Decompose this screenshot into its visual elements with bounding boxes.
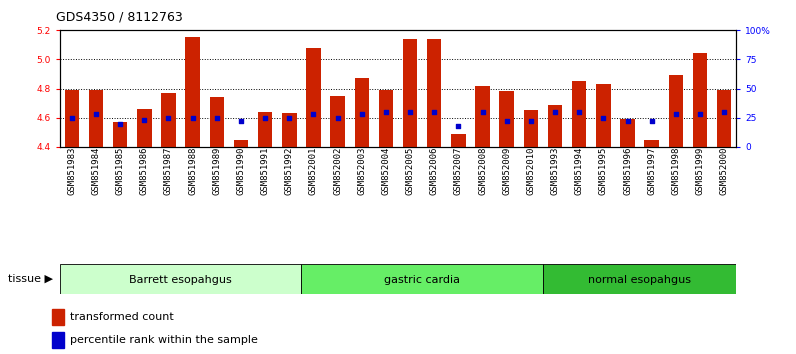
Point [138, 117, 150, 123]
Bar [379, 90, 393, 147]
Text: GSM851996: GSM851996 [623, 147, 632, 195]
Text: GSM852000: GSM852000 [720, 147, 728, 195]
Point [621, 118, 634, 124]
Text: GSM851984: GSM851984 [92, 147, 100, 195]
Bar [475, 86, 490, 147]
Point [452, 123, 465, 129]
Point [114, 121, 127, 126]
Point [307, 112, 320, 117]
Text: GSM851995: GSM851995 [599, 147, 608, 195]
Point [331, 115, 344, 120]
Bar [113, 122, 127, 147]
Bar [330, 96, 345, 147]
Bar [137, 109, 151, 147]
Point [428, 109, 441, 115]
Bar [403, 39, 417, 147]
Text: GSM852009: GSM852009 [502, 147, 511, 195]
Point [597, 115, 610, 120]
Text: GSM851993: GSM851993 [551, 147, 560, 195]
Bar [524, 110, 538, 147]
Point [259, 115, 271, 120]
Bar [645, 139, 659, 147]
Point [525, 118, 537, 124]
Bar [620, 119, 635, 147]
Bar [596, 84, 611, 147]
Text: transformed count: transformed count [69, 312, 174, 322]
Text: gastric cardia: gastric cardia [384, 275, 460, 285]
Text: GSM852007: GSM852007 [454, 147, 463, 195]
Bar [306, 47, 321, 147]
Text: GSM851991: GSM851991 [260, 147, 270, 195]
Bar [282, 113, 296, 147]
Bar [258, 112, 272, 147]
Point [476, 109, 489, 115]
Point [235, 118, 248, 124]
Text: GSM852004: GSM852004 [381, 147, 390, 195]
Bar [161, 93, 176, 147]
Bar [572, 81, 587, 147]
Point [718, 109, 731, 115]
Text: GSM851983: GSM851983 [68, 147, 76, 195]
Bar [52, 309, 64, 325]
Text: GSM852010: GSM852010 [526, 147, 536, 195]
Bar [548, 104, 562, 147]
Point [186, 115, 199, 120]
Point [162, 115, 175, 120]
Point [573, 109, 586, 115]
Text: GSM851999: GSM851999 [696, 147, 704, 195]
Point [548, 109, 561, 115]
Text: Barrett esopahgus: Barrett esopahgus [129, 275, 232, 285]
Text: GSM852001: GSM852001 [309, 147, 318, 195]
Bar [64, 90, 79, 147]
Bar [60, 264, 302, 294]
Text: GSM851998: GSM851998 [671, 147, 681, 195]
Bar [693, 53, 708, 147]
Point [380, 109, 392, 115]
Bar [209, 97, 224, 147]
Text: GSM851994: GSM851994 [575, 147, 583, 195]
Bar [234, 139, 248, 147]
Text: GSM851989: GSM851989 [213, 147, 221, 195]
Text: GSM852002: GSM852002 [333, 147, 342, 195]
Point [283, 115, 295, 120]
Point [65, 115, 78, 120]
Text: GSM851992: GSM851992 [285, 147, 294, 195]
Text: GSM851986: GSM851986 [140, 147, 149, 195]
Point [355, 112, 368, 117]
Point [669, 112, 682, 117]
Text: GSM851997: GSM851997 [647, 147, 656, 195]
Text: GDS4350 / 8112763: GDS4350 / 8112763 [56, 11, 182, 24]
Bar [427, 39, 442, 147]
Bar [717, 90, 732, 147]
Text: percentile rank within the sample: percentile rank within the sample [69, 335, 257, 346]
Text: GSM852003: GSM852003 [357, 147, 366, 195]
Bar [52, 332, 64, 348]
Text: normal esopahgus: normal esopahgus [588, 275, 691, 285]
Text: tissue ▶: tissue ▶ [8, 274, 53, 284]
Point [90, 112, 103, 117]
Bar [543, 264, 736, 294]
Point [210, 115, 223, 120]
Bar [451, 134, 466, 147]
Point [646, 118, 658, 124]
Point [501, 118, 513, 124]
Bar [88, 90, 103, 147]
Bar [669, 75, 683, 147]
Point [404, 109, 416, 115]
Bar [302, 264, 543, 294]
Text: GSM852006: GSM852006 [430, 147, 439, 195]
Text: GSM852008: GSM852008 [478, 147, 487, 195]
Point [693, 112, 706, 117]
Text: GSM851987: GSM851987 [164, 147, 173, 195]
Text: GSM851985: GSM851985 [115, 147, 125, 195]
Text: GSM851990: GSM851990 [236, 147, 245, 195]
Bar [500, 91, 514, 147]
Text: GSM852005: GSM852005 [406, 147, 415, 195]
Bar [185, 38, 200, 147]
Bar [354, 78, 369, 147]
Text: GSM851988: GSM851988 [188, 147, 197, 195]
